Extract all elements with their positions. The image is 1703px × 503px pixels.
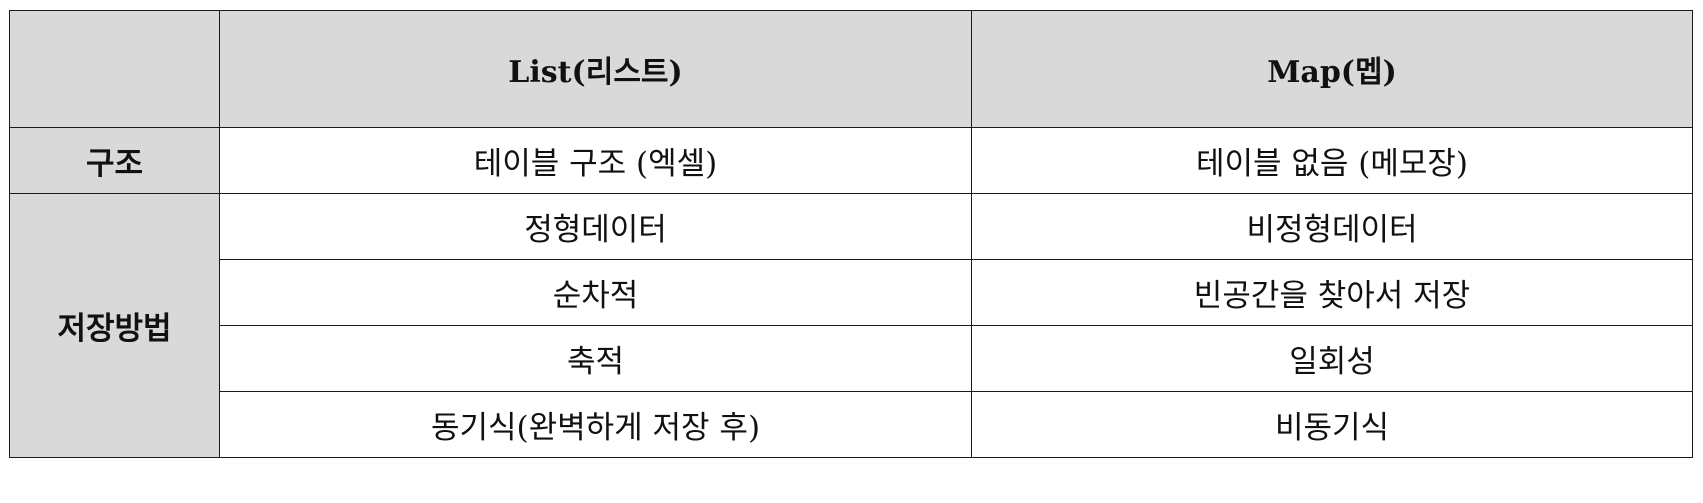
table-row: 축적 일회성 xyxy=(10,325,1693,392)
cell-map: 테이블 없음 (메모장) xyxy=(971,127,1693,194)
cell-list: 테이블 구조 (엑셀) xyxy=(219,127,972,194)
table-row: 순차적 빈공간을 찾아서 저장 xyxy=(10,259,1693,326)
cell-list: 동기식(완벽하게 저장 후) xyxy=(219,391,972,458)
table-row: 구조 테이블 구조 (엑셀) 테이블 없음 (메모장) xyxy=(9,127,1693,194)
row-header-structure: 구조 xyxy=(9,127,220,194)
row-header-storage-method: 저장방법 xyxy=(9,193,220,458)
cell-list: 순차적 xyxy=(219,259,972,326)
header-corner-cell xyxy=(9,10,220,128)
comparison-table: List(리스트) Map(멥) 구조 테이블 구조 (엑셀) 테이블 없음 (… xyxy=(9,10,1693,458)
cell-map: 빈공간을 찾아서 저장 xyxy=(971,259,1693,326)
cell-map: 비정형데이터 xyxy=(971,193,1693,260)
cell-map: 비동기식 xyxy=(971,391,1693,458)
cell-list: 축적 xyxy=(219,325,972,392)
cell-list: 정형데이터 xyxy=(219,193,972,260)
cell-map: 일회성 xyxy=(971,325,1693,392)
table-row: 동기식(완벽하게 저장 후) 비동기식 xyxy=(10,391,1693,458)
header-map: Map(멥) xyxy=(971,10,1693,128)
table-row: 저장방법 정형데이터 비정형데이터 xyxy=(9,193,1693,458)
header-list: List(리스트) xyxy=(219,10,972,128)
header-row: List(리스트) Map(멥) xyxy=(9,10,1693,128)
